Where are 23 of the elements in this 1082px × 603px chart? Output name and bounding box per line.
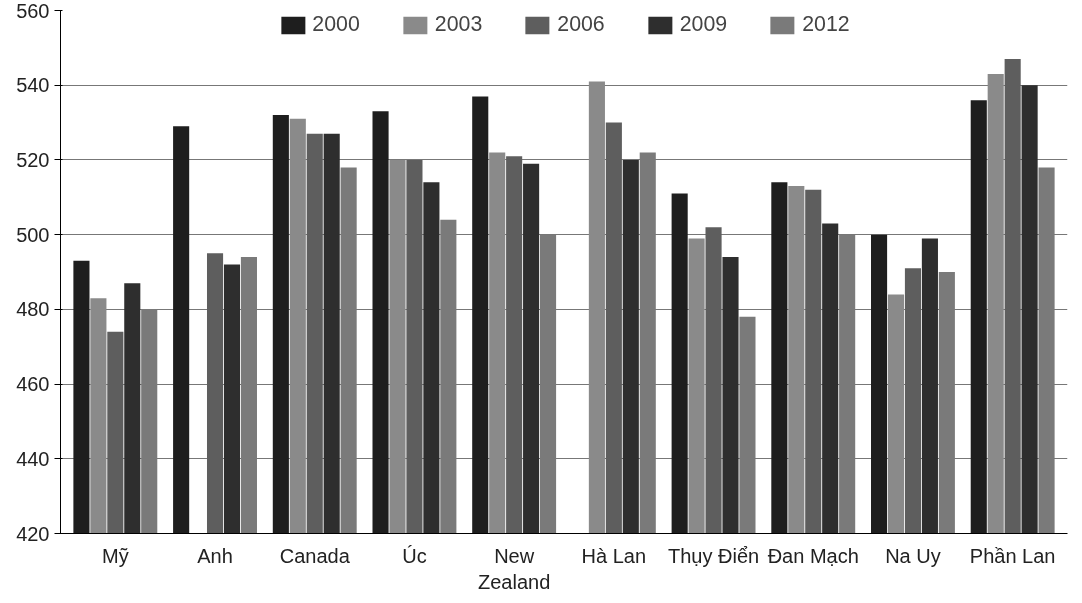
x-tick-label: New Zealand <box>478 544 551 593</box>
x-tick-label: Đan Mạch <box>767 544 859 567</box>
x-tick-label: Mỹ <box>102 544 129 567</box>
x-tick-label: Na Uy <box>885 544 941 567</box>
legend-label: 2012 <box>802 12 850 37</box>
y-tick-label: 500 <box>16 223 50 246</box>
legend-label: 2000 <box>312 12 360 37</box>
x-tick-label: Thụy Điển <box>667 544 760 567</box>
y-tick-label: 440 <box>16 447 50 470</box>
y-tick-label: 480 <box>16 298 50 321</box>
y-tick-label: 520 <box>16 148 50 171</box>
y-tick-label: 420 <box>16 522 50 545</box>
y-tick-label: 540 <box>16 74 50 97</box>
x-tick-label: Phần Lan <box>969 544 1056 567</box>
x-tick-label: Úc <box>402 544 427 567</box>
y-tick-label: 460 <box>16 373 50 396</box>
x-tick-label: Hà Lan <box>581 544 647 567</box>
legend-label: 2009 <box>679 12 728 37</box>
y-tick-label: 560 <box>16 0 50 22</box>
legend-label: 2003 <box>434 12 483 37</box>
x-tick-label: Anh <box>197 544 233 567</box>
legend-label: 2006 <box>557 12 605 37</box>
x-tick-label: Canada <box>279 544 351 567</box>
